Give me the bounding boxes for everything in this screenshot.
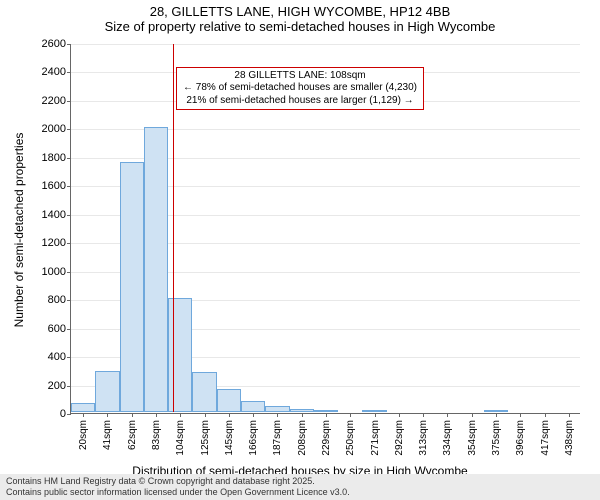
title-line-2: Size of property relative to semi-detach… <box>0 19 600 34</box>
histogram-bar <box>95 371 119 412</box>
ytick-mark <box>67 186 71 187</box>
ytick-mark <box>67 272 71 273</box>
ytick-label: 1400 <box>26 209 66 221</box>
xtick-label: 313sqm <box>418 420 429 456</box>
gridline <box>71 44 580 45</box>
histogram-bar <box>265 406 289 412</box>
xtick-mark <box>229 413 230 417</box>
ytick-label: 1000 <box>26 266 66 278</box>
histogram-bar <box>192 372 216 412</box>
annotation-line-3: 21% of semi-detached houses are larger (… <box>183 95 417 108</box>
xtick-mark <box>326 413 327 417</box>
xtick-label: 187sqm <box>272 420 283 456</box>
annotation-line-1: 28 GILLETTS LANE: 108sqm <box>183 70 417 83</box>
xtick-mark <box>107 413 108 417</box>
xtick-label: 229sqm <box>321 420 332 456</box>
annotation-box: 28 GILLETTS LANE: 108sqm← 78% of semi-de… <box>176 67 424 111</box>
ytick-mark <box>67 129 71 130</box>
xtick-label: 396sqm <box>515 420 526 456</box>
ytick-mark <box>67 414 71 415</box>
xtick-mark <box>253 413 254 417</box>
ytick-label: 2200 <box>26 95 66 107</box>
xtick-mark <box>277 413 278 417</box>
ytick-label: 400 <box>26 351 66 363</box>
ytick-label: 0 <box>26 408 66 420</box>
histogram-bar <box>484 410 508 412</box>
xtick-mark <box>302 413 303 417</box>
xtick-mark <box>569 413 570 417</box>
xtick-mark <box>447 413 448 417</box>
xtick-label: 41sqm <box>102 420 113 450</box>
xtick-mark <box>156 413 157 417</box>
xtick-label: 334sqm <box>442 420 453 456</box>
histogram-bar <box>168 298 192 412</box>
histogram-bar <box>290 409 314 412</box>
xtick-label: 417sqm <box>540 420 551 456</box>
annotation-line-2: ← 78% of semi-detached houses are smalle… <box>183 82 417 95</box>
chart-area: 28 GILLETTS LANE: 108sqm← 78% of semi-de… <box>70 44 580 414</box>
reference-line <box>173 44 174 412</box>
ytick-label: 1600 <box>26 180 66 192</box>
histogram-bar <box>120 162 144 412</box>
ytick-mark <box>67 386 71 387</box>
xtick-mark <box>520 413 521 417</box>
xtick-mark <box>375 413 376 417</box>
ytick-mark <box>67 158 71 159</box>
xtick-label: 208sqm <box>297 420 308 456</box>
xtick-mark <box>423 413 424 417</box>
xtick-mark <box>83 413 84 417</box>
histogram-bar <box>362 410 386 412</box>
histogram-bar <box>71 403 95 412</box>
xtick-mark <box>545 413 546 417</box>
xtick-label: 62sqm <box>127 420 138 450</box>
ytick-label: 2600 <box>26 38 66 50</box>
ytick-mark <box>67 329 71 330</box>
footer-line-1: Contains HM Land Registry data © Crown c… <box>6 476 594 486</box>
xtick-mark <box>350 413 351 417</box>
xtick-label: 83sqm <box>151 420 162 450</box>
xtick-mark <box>132 413 133 417</box>
xtick-mark <box>496 413 497 417</box>
ytick-mark <box>67 101 71 102</box>
xtick-mark <box>205 413 206 417</box>
ytick-label: 600 <box>26 323 66 335</box>
ytick-mark <box>67 357 71 358</box>
histogram-bar <box>314 410 338 412</box>
footer: Contains HM Land Registry data © Crown c… <box>0 474 600 500</box>
xtick-mark <box>180 413 181 417</box>
xtick-label: 271sqm <box>370 420 381 456</box>
chart-title: 28, GILLETTS LANE, HIGH WYCOMBE, HP12 4B… <box>0 0 600 34</box>
title-line-1: 28, GILLETTS LANE, HIGH WYCOMBE, HP12 4B… <box>0 4 600 19</box>
xtick-label: 354sqm <box>467 420 478 456</box>
xtick-label: 145sqm <box>224 420 235 456</box>
ytick-mark <box>67 44 71 45</box>
ytick-label: 2000 <box>26 123 66 135</box>
xtick-label: 375sqm <box>491 420 502 456</box>
ytick-label: 1200 <box>26 237 66 249</box>
ytick-label: 800 <box>26 294 66 306</box>
footer-line-2: Contains public sector information licen… <box>6 487 594 497</box>
y-axis-label: Number of semi-detached properties <box>12 133 26 328</box>
xtick-label: 166sqm <box>248 420 259 456</box>
xtick-mark <box>472 413 473 417</box>
plot-region: 28 GILLETTS LANE: 108sqm← 78% of semi-de… <box>70 44 580 414</box>
ytick-mark <box>67 243 71 244</box>
histogram-bar <box>144 127 168 412</box>
ytick-mark <box>67 300 71 301</box>
xtick-mark <box>399 413 400 417</box>
ytick-label: 200 <box>26 380 66 392</box>
histogram-bar <box>217 389 241 412</box>
xtick-label: 250sqm <box>345 420 356 456</box>
ytick-mark <box>67 72 71 73</box>
histogram-bar <box>241 401 265 412</box>
xtick-label: 20sqm <box>78 420 89 450</box>
xtick-label: 125sqm <box>200 420 211 456</box>
ytick-label: 1800 <box>26 152 66 164</box>
xtick-label: 438sqm <box>564 420 575 456</box>
xtick-label: 292sqm <box>394 420 405 456</box>
ytick-mark <box>67 215 71 216</box>
xtick-label: 104sqm <box>175 420 186 456</box>
ytick-label: 2400 <box>26 66 66 78</box>
